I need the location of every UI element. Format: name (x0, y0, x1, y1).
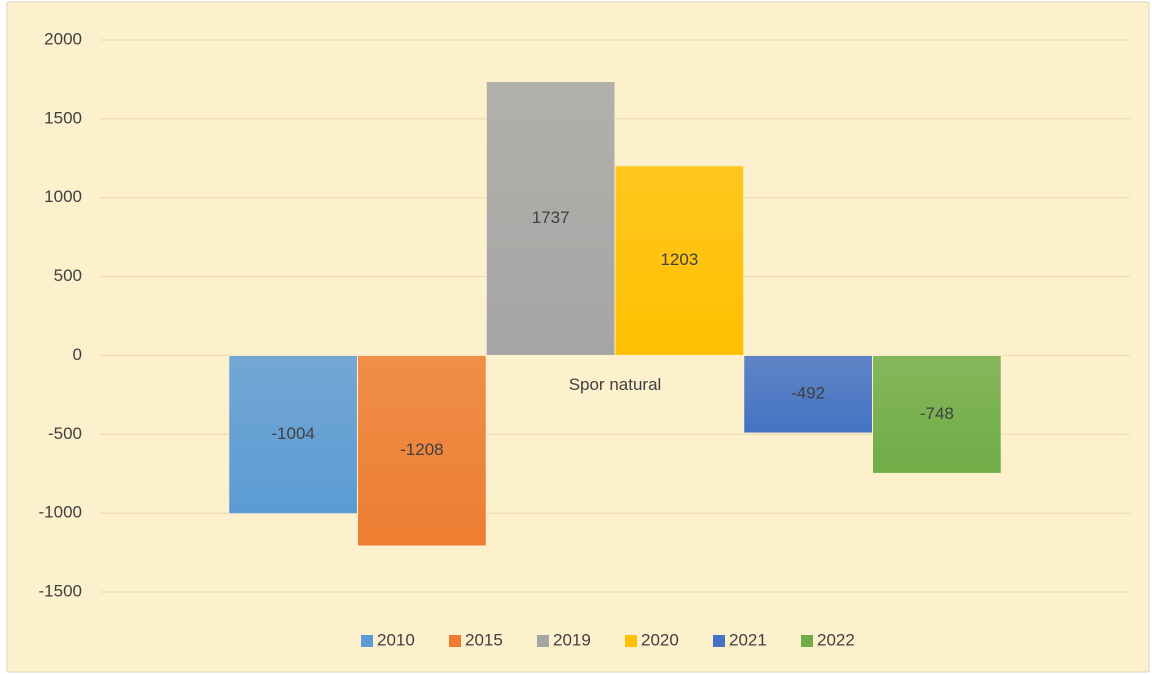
data-label: -748 (920, 404, 954, 423)
y-tick-label: -1000 (39, 503, 82, 522)
legend-label: 2015 (465, 630, 503, 649)
x-tick-label: Spor natural (569, 375, 662, 394)
bar (357, 354, 487, 547)
legend-swatch (713, 635, 725, 647)
data-label: -1004 (271, 424, 314, 443)
legend-label: 2019 (553, 630, 591, 649)
legend-swatch (625, 635, 637, 647)
legend-label: 2021 (729, 630, 767, 649)
y-tick-label: -1500 (39, 581, 82, 600)
y-tick-label: 500 (54, 266, 82, 285)
data-label: -492 (791, 384, 825, 403)
y-tick-label: -500 (48, 424, 82, 443)
bar (872, 354, 1002, 474)
legend-label: 2020 (641, 630, 679, 649)
y-tick-label: 1500 (44, 108, 82, 127)
data-label: 1203 (660, 250, 698, 269)
legend-swatch (801, 635, 813, 647)
data-label: -1208 (400, 440, 443, 459)
y-tick-label: 1000 (44, 187, 82, 206)
legend-label: 2010 (377, 630, 415, 649)
bar (228, 354, 358, 515)
legend-swatch (449, 635, 461, 647)
bar (614, 165, 745, 356)
data-label: 1737 (532, 208, 570, 227)
bar (743, 354, 873, 434)
legend-swatch (537, 635, 549, 647)
legend-swatch (361, 635, 373, 647)
y-tick-label: 0 (73, 345, 82, 364)
legend-label: 2022 (817, 630, 855, 649)
y-tick-label: 2000 (44, 29, 82, 48)
